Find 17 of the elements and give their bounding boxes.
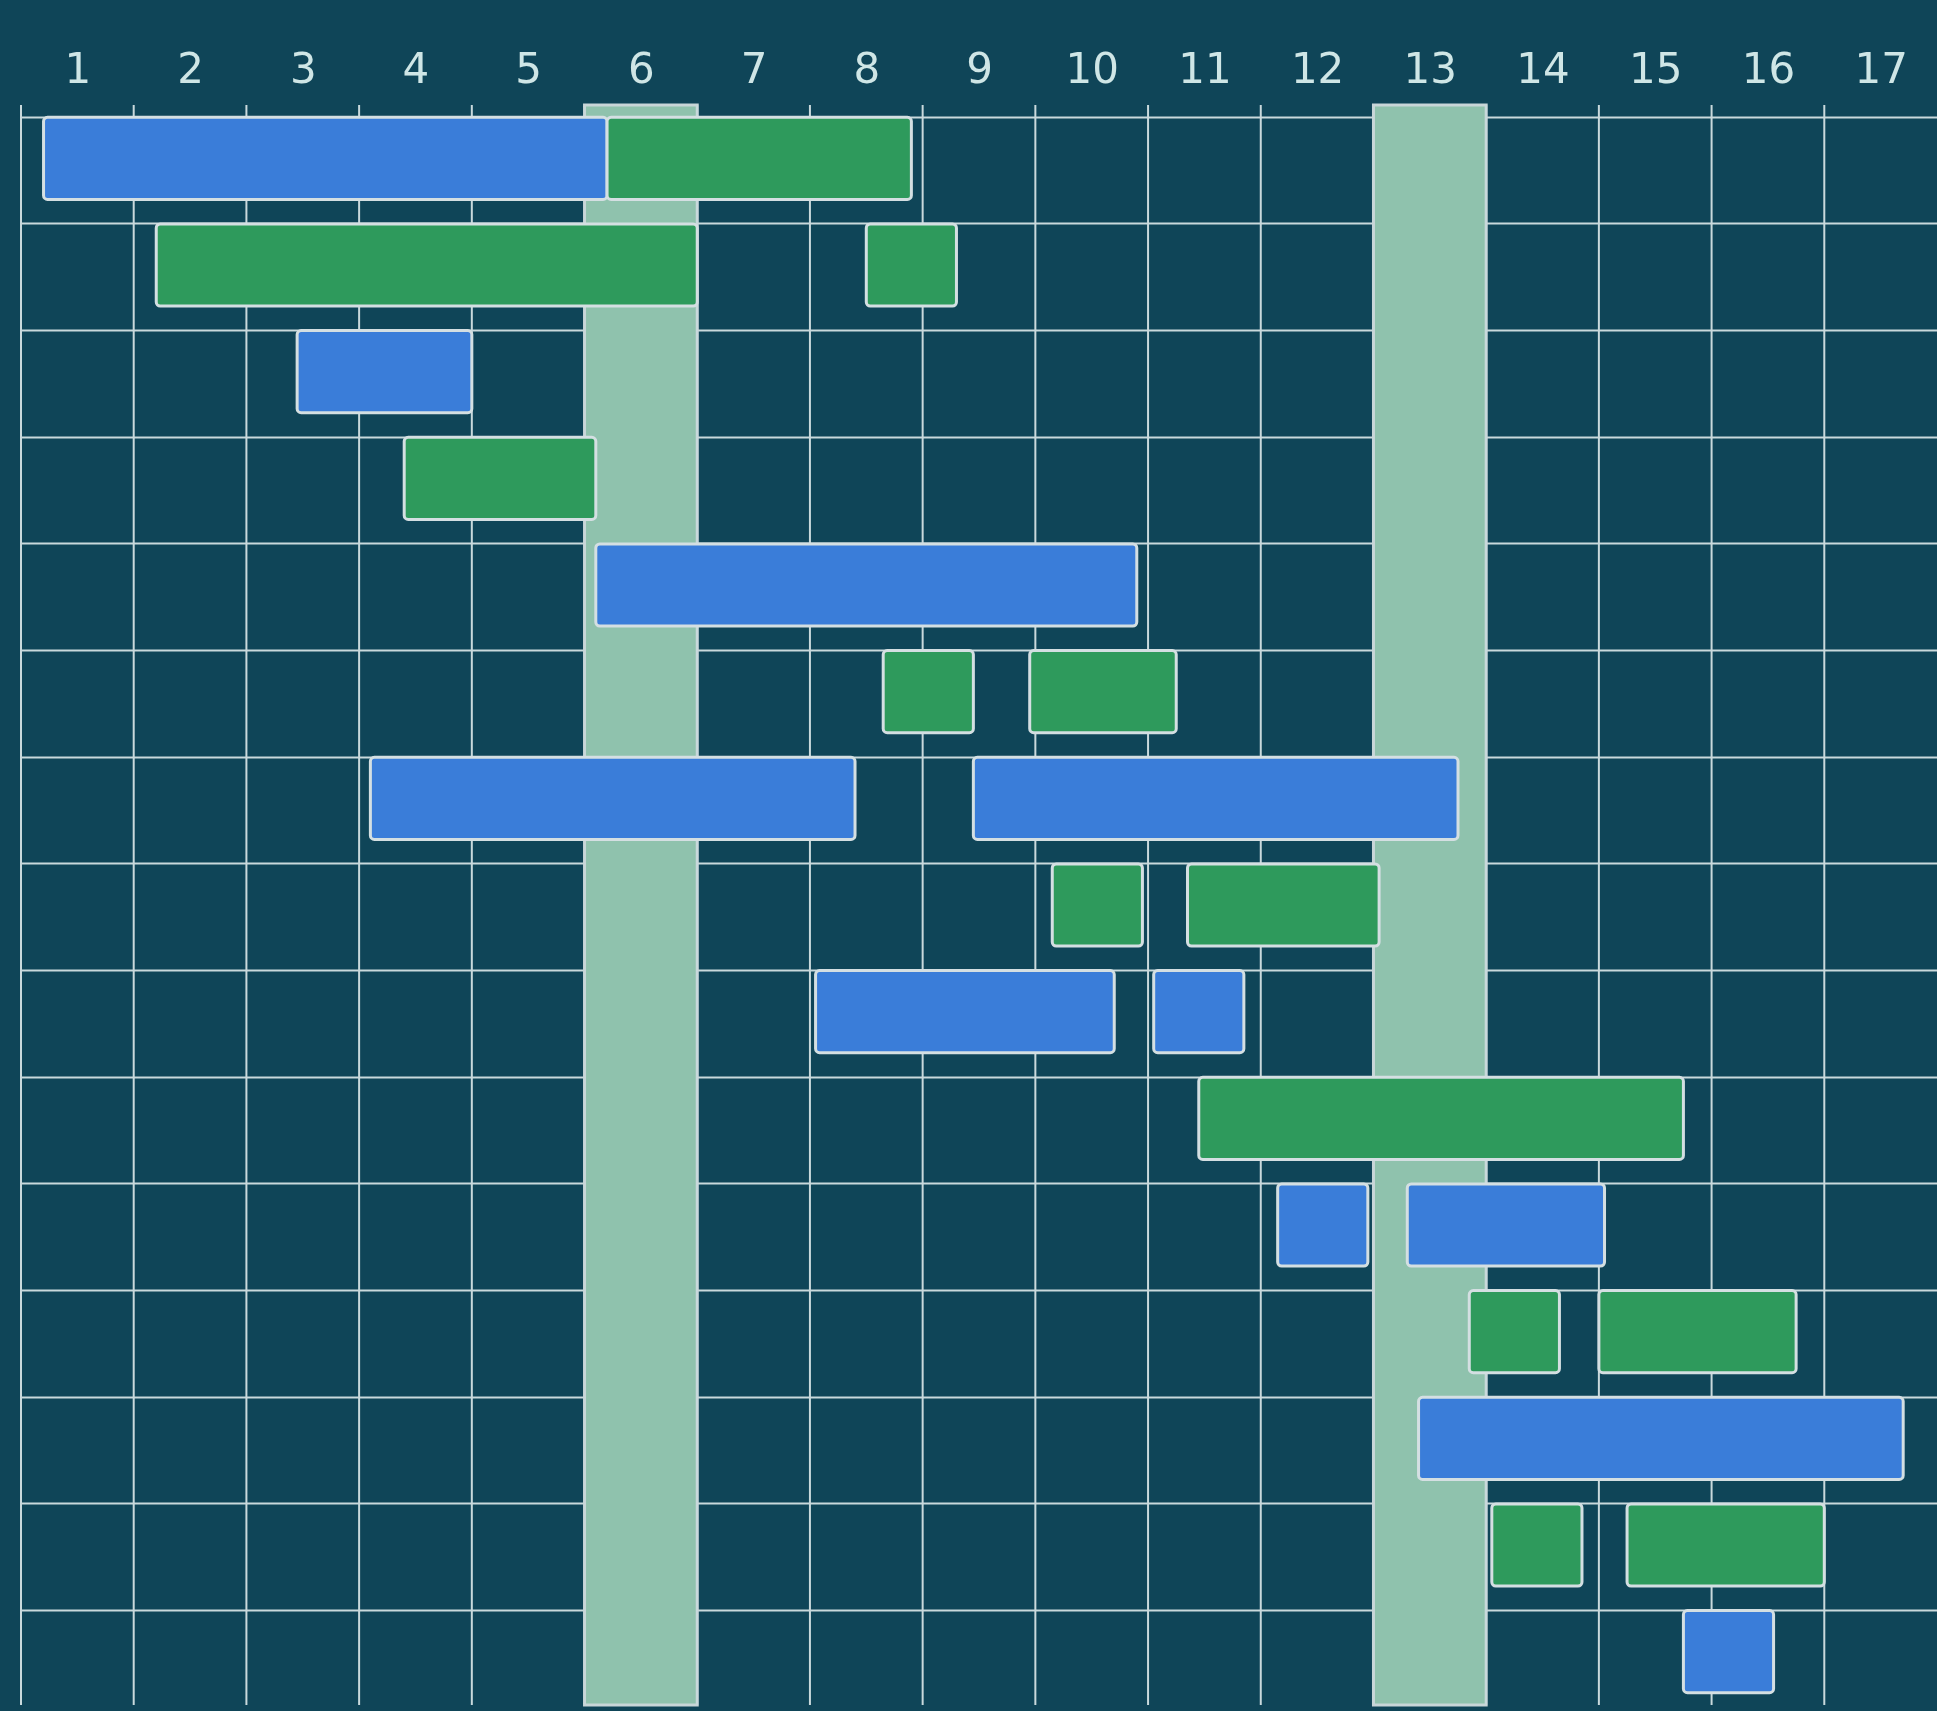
x-tick-label: 3 bbox=[289, 43, 317, 93]
x-tick-label: 9 bbox=[966, 43, 993, 93]
x-tick-label: 17 bbox=[1854, 43, 1908, 93]
x-tick-label: 12 bbox=[1290, 43, 1345, 93]
x-tick-label: 10 bbox=[1065, 43, 1119, 93]
x-tick-label: 4 bbox=[402, 43, 430, 93]
x-tick-label: 2 bbox=[177, 43, 204, 93]
x-tick-label: 14 bbox=[1516, 43, 1570, 93]
x-tick-label: 5 bbox=[515, 43, 543, 93]
x-tick-label: 8 bbox=[853, 43, 881, 93]
x-tick-label: 11 bbox=[1178, 43, 1232, 93]
x-tick-label: 1 bbox=[64, 43, 92, 93]
x-tick-label: 13 bbox=[1403, 43, 1458, 93]
x-tick-label: 6 bbox=[628, 43, 655, 93]
x-tick-label: 7 bbox=[740, 43, 768, 93]
x-tick-label: 15 bbox=[1629, 43, 1683, 93]
x-tick-label: 16 bbox=[1741, 43, 1796, 93]
